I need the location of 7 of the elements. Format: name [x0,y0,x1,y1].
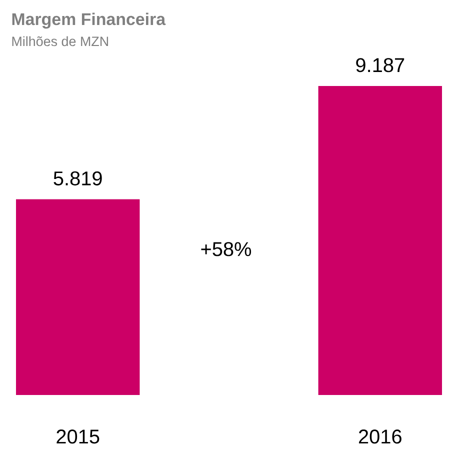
chart-subtitle: Milhões de MZN [12,36,108,46]
data-label: 5.819 [54,171,102,186]
annotation: +58% [201,242,252,256]
data-label: 9.187 [356,58,404,72]
x-tick-label: 2015 [56,430,100,444]
x-tick-label: 2016 [358,430,402,444]
chart-title: Margem Financeira [12,12,166,29]
